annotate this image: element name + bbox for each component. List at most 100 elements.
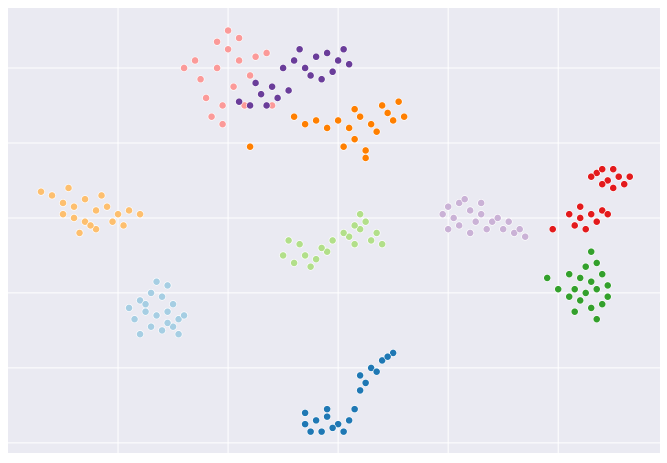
point <box>136 330 144 339</box>
point <box>543 274 552 282</box>
point <box>163 281 172 290</box>
point <box>323 247 332 256</box>
point <box>103 202 111 211</box>
point <box>213 64 221 72</box>
point <box>163 307 172 316</box>
point <box>97 191 106 200</box>
point <box>306 71 315 80</box>
point <box>169 300 177 309</box>
point <box>521 232 530 241</box>
point <box>251 79 260 87</box>
point <box>603 210 612 219</box>
point <box>312 52 321 61</box>
point <box>565 210 574 219</box>
point <box>339 427 348 436</box>
point <box>361 217 370 226</box>
point <box>378 356 387 365</box>
point <box>350 135 359 144</box>
point <box>295 240 304 249</box>
point <box>323 412 332 421</box>
point <box>152 311 161 320</box>
point <box>620 180 629 189</box>
point <box>361 378 370 387</box>
point <box>273 94 282 102</box>
point <box>81 217 89 226</box>
point <box>86 221 95 230</box>
point <box>202 94 210 102</box>
point <box>598 300 607 309</box>
point <box>394 97 403 106</box>
point <box>603 292 612 301</box>
point <box>466 229 475 237</box>
point <box>136 210 144 219</box>
point <box>356 210 365 219</box>
point <box>323 49 332 57</box>
point <box>581 289 590 297</box>
point <box>482 225 491 234</box>
point <box>59 199 67 207</box>
point <box>372 127 381 136</box>
point <box>350 240 359 249</box>
point <box>328 423 337 432</box>
point <box>378 240 387 249</box>
point <box>125 304 133 312</box>
point <box>174 315 183 324</box>
point <box>570 285 579 294</box>
point <box>218 101 227 110</box>
point <box>257 90 265 99</box>
point <box>235 56 243 65</box>
point <box>317 244 326 252</box>
point <box>301 251 310 260</box>
point <box>119 221 128 230</box>
point <box>504 217 513 226</box>
point <box>158 292 166 301</box>
point <box>350 221 359 230</box>
point <box>207 112 216 121</box>
point <box>625 172 634 181</box>
point <box>312 255 321 264</box>
point <box>356 371 365 380</box>
point <box>130 315 139 324</box>
point <box>125 206 133 215</box>
point <box>548 225 557 234</box>
point <box>488 217 497 226</box>
point <box>603 281 612 290</box>
point <box>312 416 321 425</box>
point <box>312 116 321 125</box>
point <box>581 225 590 234</box>
point <box>306 427 315 436</box>
point <box>367 120 376 129</box>
point <box>345 60 354 69</box>
point <box>290 56 299 65</box>
point <box>592 315 601 324</box>
point <box>466 206 475 215</box>
point <box>493 214 502 222</box>
point <box>301 408 310 417</box>
point <box>372 367 381 376</box>
point <box>213 37 221 46</box>
point <box>262 49 271 57</box>
point <box>339 229 348 237</box>
point <box>37 187 45 196</box>
point <box>301 120 310 129</box>
point <box>565 292 574 301</box>
point <box>449 214 458 222</box>
point <box>306 262 315 271</box>
point <box>361 146 370 155</box>
point <box>510 229 519 237</box>
point <box>180 311 188 320</box>
point <box>70 202 78 211</box>
point <box>592 217 601 226</box>
point <box>279 64 288 72</box>
point <box>565 270 574 279</box>
point <box>290 112 299 121</box>
point <box>279 251 288 260</box>
point <box>268 82 277 91</box>
point <box>587 210 596 219</box>
point <box>235 34 243 42</box>
point <box>81 195 89 204</box>
point <box>471 217 480 226</box>
point <box>603 176 612 185</box>
point <box>229 82 238 91</box>
point <box>477 199 486 207</box>
